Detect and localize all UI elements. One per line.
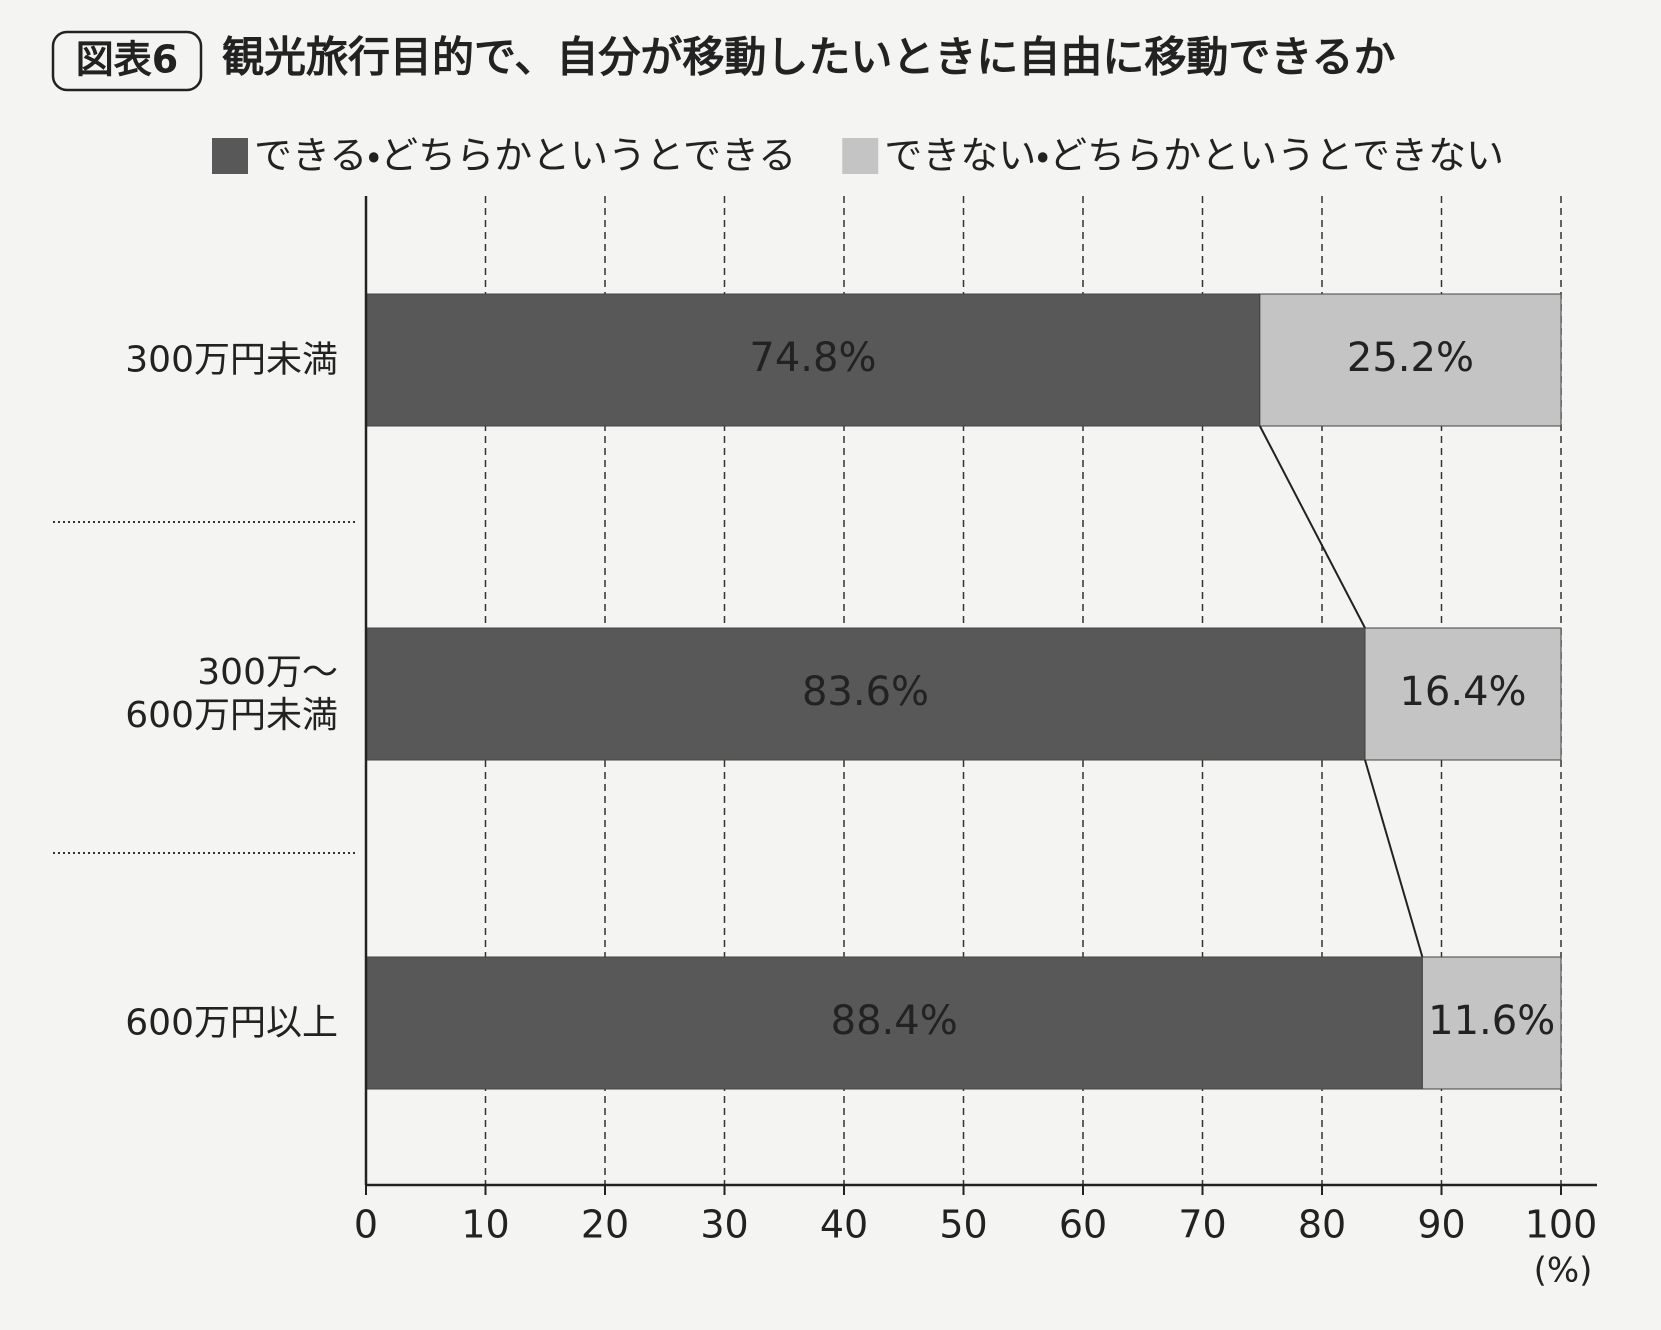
x-tick-label: 30: [700, 1203, 748, 1247]
value-label: 88.4%: [831, 998, 958, 1044]
x-tick-label: 60: [1059, 1203, 1107, 1247]
value-label: 16.4%: [1399, 669, 1526, 715]
x-tick-label: 80: [1298, 1203, 1346, 1247]
bar-segment: [365, 956, 1423, 1090]
bar-segment: [365, 627, 1366, 761]
badge: 図表6: [76, 38, 178, 82]
x-tick-label: 100: [1525, 1203, 1598, 1247]
bar-segment: [1421, 956, 1562, 1090]
y-tick-label: 600万円以上: [125, 1002, 338, 1044]
value-label: 83.6%: [802, 669, 929, 715]
value-label: 74.8%: [749, 335, 876, 381]
x-tick-label: 10: [461, 1203, 509, 1247]
x-tick-label: 40: [820, 1203, 868, 1247]
bar-segment: [1259, 293, 1562, 427]
x-axis-unit: (%): [1534, 1251, 1593, 1291]
badge-frame: [51, 30, 203, 92]
x-tick-label: 0: [354, 1203, 378, 1247]
legend-swatch: [842, 138, 879, 174]
legend-label: できる・どちらかというとできる: [254, 134, 796, 178]
x-tick-label: 50: [939, 1203, 987, 1247]
legend-swatch: [212, 138, 248, 174]
x-tick-label: 20: [581, 1203, 629, 1247]
connector-line: [1364, 759, 1424, 958]
value-label: 11.6%: [1428, 998, 1555, 1044]
x-tick-label: 70: [1178, 1203, 1226, 1247]
y-tick-label: 300万～ 600万円未満: [125, 651, 338, 736]
connector-line: [1258, 425, 1366, 629]
chart-title: 観光旅行目的で、自分が移動したいときに自由に移動できるか: [222, 33, 1395, 82]
x-tick-label: 90: [1417, 1203, 1465, 1247]
legend-label: できない・どちらかというとできない: [884, 134, 1504, 178]
y-tick-label: 300万円未満: [125, 339, 338, 381]
bar-segment: [1364, 627, 1562, 761]
value-label: 25.2%: [1347, 335, 1474, 381]
bar-segment: [365, 293, 1261, 427]
